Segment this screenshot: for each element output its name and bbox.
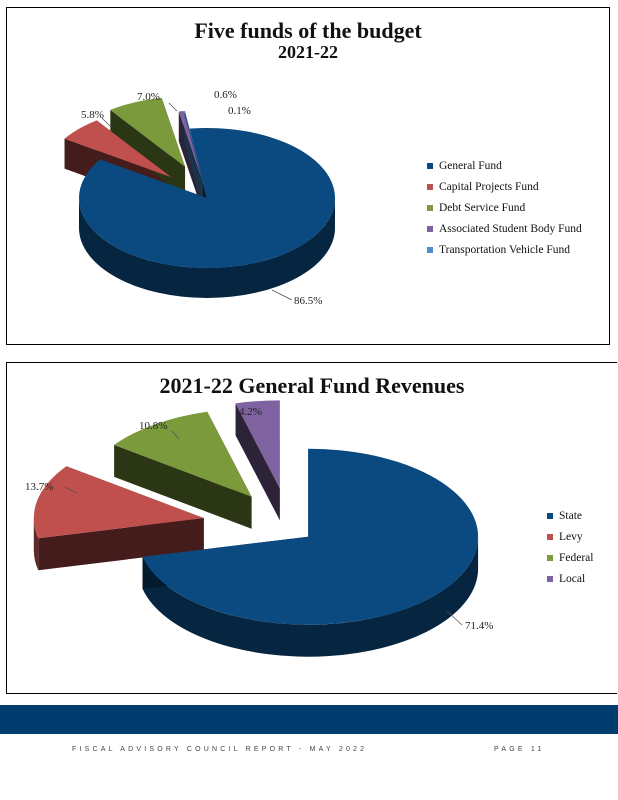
legend: State Levy Federal Local: [547, 505, 593, 589]
data-label: 4.2%: [239, 406, 262, 418]
data-label: 7.0%: [137, 91, 160, 103]
leader-line: [168, 102, 178, 112]
legend-swatch: [547, 575, 553, 582]
legend-item: Transportation Vehicle Fund: [427, 239, 582, 260]
pie-slice-federal: [114, 411, 252, 497]
data-label: 5.8%: [81, 109, 104, 121]
legend-swatch: [427, 183, 433, 190]
footer-bar: [0, 705, 618, 734]
data-label: 0.6%: [214, 89, 237, 101]
pie-chart-revenues: 71.4% 13.7% 10.8% 4.2%: [25, 400, 493, 657]
legend-swatch: [427, 204, 433, 211]
legend-item: General Fund: [427, 155, 582, 176]
legend-label: Debt Service Fund: [439, 201, 526, 214]
pie-slice-capital-projects-fund: [64, 120, 172, 178]
legend-swatch: [427, 162, 433, 169]
legend: General Fund Capital Projects Fund Debt Se…: [427, 155, 582, 260]
chart-subtitle: 2021-22: [278, 42, 338, 62]
legend-label: Levy: [559, 530, 583, 543]
legend-item: Associated Student Body Fund: [427, 218, 582, 239]
leader-line: [171, 430, 180, 440]
legend-label: Transportation Vehicle Fund: [439, 243, 570, 256]
data-label: 10.8%: [139, 420, 167, 432]
legend-label: Capital Projects Fund: [439, 180, 539, 193]
footer-report: FISCAL ADVISORY COUNCIL REPORT - MAY 202…: [72, 746, 368, 753]
legend-swatch: [547, 533, 553, 540]
leader-line: [101, 117, 111, 127]
legend-label: State: [559, 509, 582, 522]
leader-line: [271, 289, 293, 301]
leader-line: [446, 610, 463, 626]
legend-swatch: [547, 554, 553, 561]
chart-panel-revenues: 2021-22 General Fund Revenues 71.4% 13.7%…: [6, 362, 617, 694]
legend-label: Associated Student Body Fund: [439, 222, 582, 235]
data-label: 71.4%: [465, 620, 493, 632]
legend-item: Federal: [547, 547, 593, 568]
pie-slice-state: [142, 448, 479, 625]
legend-item: Local: [547, 568, 593, 589]
chart-title: Five funds of the budget: [194, 18, 422, 43]
legend-swatch: [547, 512, 553, 519]
data-label: 0.1%: [228, 105, 251, 117]
data-label: 86.5%: [294, 295, 322, 307]
legend-item: Debt Service Fund: [427, 197, 582, 218]
pie-slice-debt-service-fund: [110, 97, 186, 167]
pie-slice-general-fund: [79, 128, 336, 268]
legend-item: State: [547, 505, 593, 526]
leader-line: [64, 486, 78, 494]
chart-title: 2021-22 General Fund Revenues: [159, 373, 465, 398]
data-label: 13.7%: [25, 481, 53, 493]
legend-label: Federal: [559, 551, 594, 564]
pie-slice-local: [235, 400, 280, 489]
legend-swatch: [427, 225, 433, 232]
pie-slice-side: [235, 403, 280, 521]
legend-label: Local: [559, 572, 586, 585]
legend-swatch: [427, 246, 433, 253]
pie-slice-associated-student-body-fund: [178, 110, 203, 181]
legend-item: Levy: [547, 526, 593, 547]
pie-slice-levy: [33, 466, 204, 539]
footer-page: PAGE 11: [494, 746, 545, 753]
legend-label: General Fund: [439, 159, 502, 172]
pie-slice-transportation-vehicle-fund: [184, 110, 203, 181]
chart-panel-five-funds: Five funds of the budget 2021-22 86.5% 5.…: [6, 7, 610, 345]
pie-chart-five-funds: 86.5% 5.8% 7.0% 0.6% 0.1%: [64, 89, 336, 307]
legend-item: Capital Projects Fund: [427, 176, 582, 197]
